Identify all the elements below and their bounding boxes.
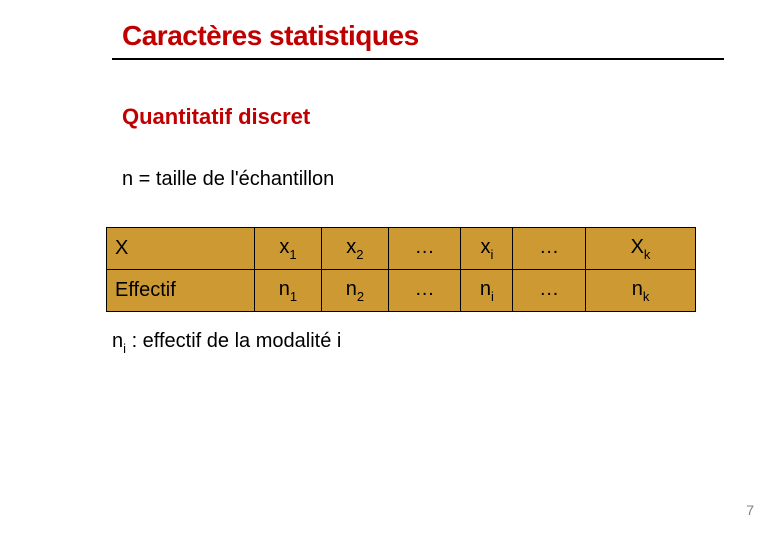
title-block: Caractères statistiques xyxy=(122,20,740,60)
slide-subtitle: Quantitatif discret xyxy=(122,104,740,130)
table-cell: nk xyxy=(586,270,696,312)
page-number: 7 xyxy=(746,502,754,518)
title-underline xyxy=(112,58,724,60)
table-row: Effectif n1 n2 … ni … nk xyxy=(107,270,696,312)
table-cell: x1 xyxy=(255,228,322,270)
legend-line: ni : effectif de la modalité i xyxy=(112,330,740,355)
row-header: X xyxy=(107,228,255,270)
table-cell: xi xyxy=(461,228,513,270)
table-cell: … xyxy=(513,228,586,270)
row-header: Effectif xyxy=(107,270,255,312)
table-cell: ni xyxy=(461,270,513,312)
data-table-wrapper: X x1 x2 … xi … Xk Effectif n1 n2 … ni … … xyxy=(106,227,740,312)
table-cell: x2 xyxy=(321,228,388,270)
table-row: X x1 x2 … xi … Xk xyxy=(107,228,696,270)
table-cell: … xyxy=(388,270,461,312)
data-table: X x1 x2 … xi … Xk Effectif n1 n2 … ni … … xyxy=(106,227,696,312)
equation-line: n = taille de l'échantillon xyxy=(122,168,740,191)
table-cell: n1 xyxy=(255,270,322,312)
table-cell: … xyxy=(513,270,586,312)
slide-title: Caractères statistiques xyxy=(122,20,740,52)
table-cell: Xk xyxy=(586,228,696,270)
table-cell: … xyxy=(388,228,461,270)
table-cell: n2 xyxy=(321,270,388,312)
